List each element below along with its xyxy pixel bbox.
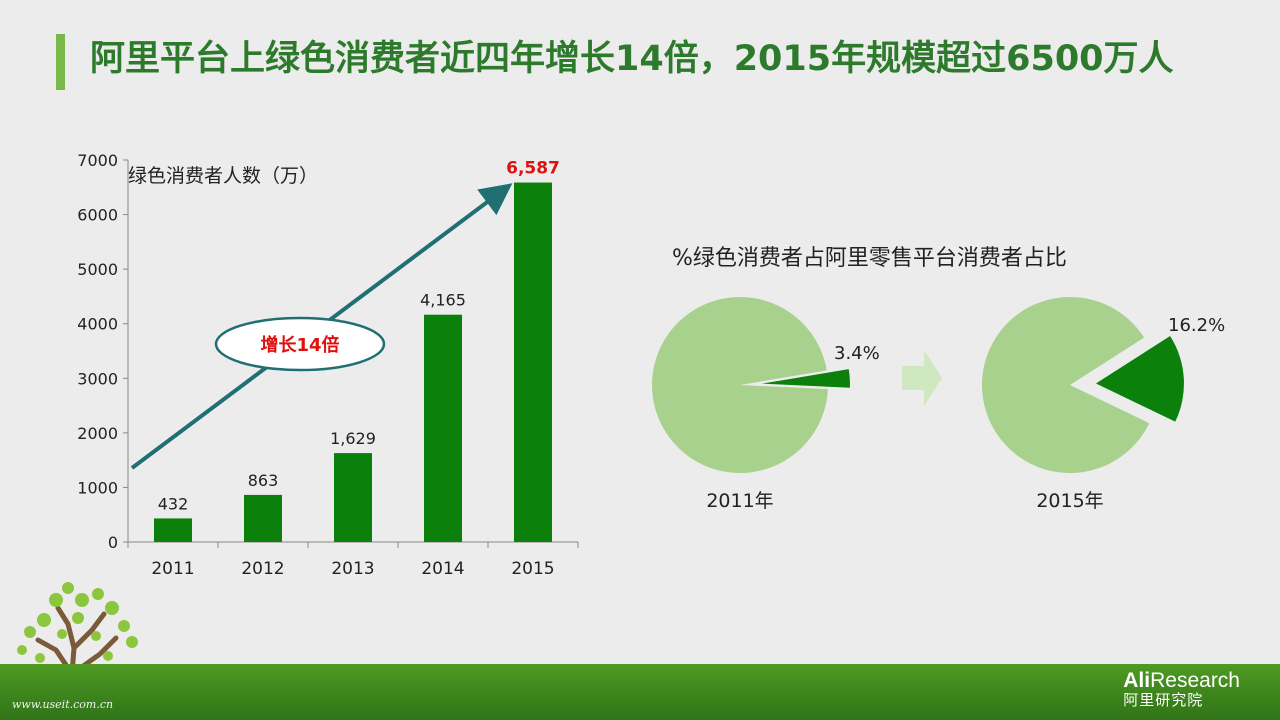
bar <box>154 518 192 542</box>
brand-cn: 阿里研究院 <box>1123 692 1204 709</box>
pie-year-label: 2011年 <box>706 490 773 512</box>
y-tick-label: 3000 <box>77 369 118 388</box>
x-tick-label: 2015 <box>511 559 554 579</box>
pie-slice-other <box>982 296 1150 473</box>
y-tick-label: 4000 <box>77 315 118 334</box>
y-tick-label: 7000 <box>77 151 118 170</box>
bar-data-label: 4,165 <box>420 291 466 310</box>
brand-ali: Ali <box>1123 669 1151 692</box>
pie-share-label: 16.2% <box>1168 315 1225 336</box>
pie-slice-green <box>1095 336 1184 422</box>
footer-band <box>0 664 1280 720</box>
bar <box>514 182 552 542</box>
x-tick-label: 2012 <box>241 559 284 579</box>
y-tick-label: 1000 <box>77 478 118 497</box>
bar-data-label: 1,629 <box>330 429 376 448</box>
bar <box>334 453 372 542</box>
y-tick-label: 2000 <box>77 424 118 443</box>
pie-year-label: 2015年 <box>1036 490 1103 512</box>
annotation-text: 增长14倍 <box>260 334 339 356</box>
aliresearch-logo: AliResearch 阿里研究院 <box>1123 670 1240 710</box>
bar-chart-title: 绿色消费者人数（万） <box>128 165 318 187</box>
annotation-bubble <box>214 316 386 372</box>
bar-chart: 0 1000 2000 3000 4000 5000 6000 7000 432 2011 863 2… <box>77 151 579 579</box>
pie-slice-other <box>652 297 828 473</box>
pie-chart-area: 3.4% 2011年 16.2% 2015年 <box>652 296 1225 512</box>
watermark: www.useit.com.cn <box>12 698 114 711</box>
pie-slice-green <box>761 369 850 388</box>
brand-research: Research <box>1150 669 1240 692</box>
bar-data-label: 432 <box>158 494 189 513</box>
x-tick-label: 2011 <box>151 559 194 579</box>
slide-title: 阿里平台上绿色消费者近四年增长14倍，2015年规模超过6500万人 <box>90 39 1174 79</box>
title-accent-bar <box>56 34 65 90</box>
bar <box>244 494 282 542</box>
y-tick-label: 6000 <box>77 206 118 225</box>
next-arrow-icon <box>902 350 942 406</box>
bar <box>424 314 462 542</box>
bar-data-label: 6,587 <box>506 159 560 179</box>
x-tick-label: 2013 <box>331 559 374 579</box>
y-tick-label: 5000 <box>77 260 118 279</box>
y-tick-label: 0 <box>108 533 118 552</box>
pie-share-label: 3.4% <box>834 343 880 364</box>
x-tick-label: 2014 <box>421 559 464 579</box>
pie-chart-title: %绿色消费者占阿里零售平台消费者占比 <box>672 246 1067 271</box>
bar-data-label: 863 <box>248 471 279 490</box>
